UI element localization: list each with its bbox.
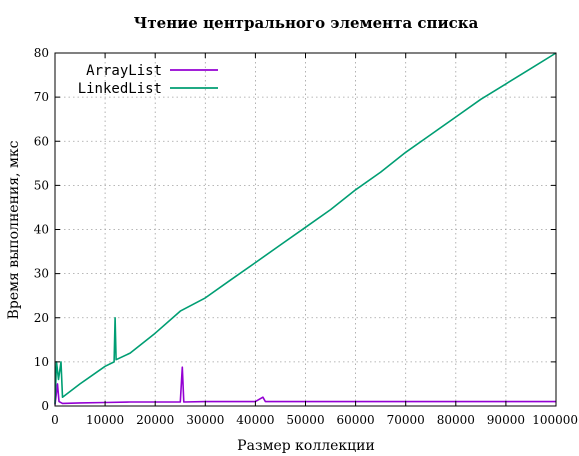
y-tick-label: 40 bbox=[34, 223, 49, 237]
series-line-arraylist bbox=[54, 366, 556, 405]
y-tick-label: 30 bbox=[34, 267, 49, 281]
x-tick-label: 20000 bbox=[136, 413, 174, 427]
x-tick-label: 0 bbox=[51, 413, 59, 427]
axis-ticks: 0 10000 20000 30000 40000 50000 60000 70000 8000… bbox=[34, 46, 578, 427]
x-tick-label: 90000 bbox=[487, 413, 525, 427]
legend: ArrayList LinkedList bbox=[78, 63, 218, 97]
x-tick-label: 100000 bbox=[532, 413, 578, 427]
y-tick-label: 20 bbox=[34, 311, 49, 325]
x-tick-label: 50000 bbox=[286, 413, 324, 427]
x-tick-label: 60000 bbox=[337, 413, 375, 427]
x-tick-label: 30000 bbox=[186, 413, 224, 427]
x-tick-label: 70000 bbox=[387, 413, 425, 427]
y-tick-label: 80 bbox=[34, 46, 49, 60]
x-tick-label: 80000 bbox=[437, 413, 475, 427]
y-axis-label: Время выполнения, мкс bbox=[6, 140, 22, 319]
y-tick-label: 10 bbox=[34, 355, 49, 369]
y-tick-label: 70 bbox=[34, 90, 49, 104]
y-tick-label: 0 bbox=[41, 399, 49, 413]
x-axis-label: Размер коллекции bbox=[237, 438, 375, 454]
y-tick-label: 50 bbox=[34, 178, 49, 192]
legend-label-arraylist: ArrayList bbox=[86, 63, 162, 79]
x-tick-label: 10000 bbox=[86, 413, 124, 427]
series-layer bbox=[54, 52, 557, 405]
grid-lines bbox=[55, 53, 556, 406]
chart-title: Чтение центрального элемента списка bbox=[134, 14, 479, 32]
x-tick-label: 40000 bbox=[236, 413, 274, 427]
y-tick-label: 60 bbox=[34, 134, 49, 148]
series-line-linkedlist bbox=[54, 52, 557, 404]
legend-label-linkedlist: LinkedList bbox=[78, 81, 162, 97]
